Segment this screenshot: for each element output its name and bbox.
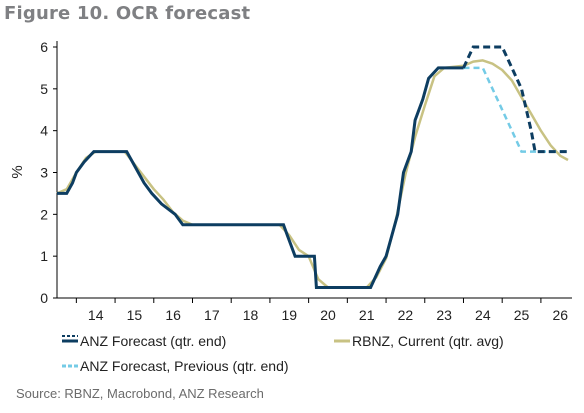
y-axis-label: %	[9, 165, 26, 178]
x-tick-label: 16	[165, 307, 181, 323]
x-tick-label: 25	[514, 307, 530, 323]
y-tick-label: 5	[40, 81, 48, 97]
series-anz-forecast-projection	[462, 45, 568, 154]
x-tick-label: 17	[204, 307, 220, 323]
legend-label-anz-forecast: ANZ Forecast (qtr. end)	[80, 333, 227, 349]
series-layer	[56, 45, 569, 289]
x-tick-label: 19	[281, 307, 297, 323]
source-note: Source: RBNZ, Macrobond, ANZ Research	[16, 386, 264, 401]
x-tick-label: 23	[436, 307, 452, 323]
y-tick-label: 3	[40, 165, 48, 181]
x-tick-label: 14	[88, 307, 104, 323]
y-tick-label: 2	[40, 206, 48, 222]
legend-label-anz-previous: ANZ Forecast, Previous (qtr. end)	[80, 358, 289, 374]
x-tick-label: 18	[243, 307, 259, 323]
legend-swatch-rbnz-current	[334, 333, 350, 349]
legend-item-rbnz-current: RBNZ, Current (qtr. avg)	[334, 333, 504, 349]
figure-title: Figure 10. OCR forecast	[4, 3, 251, 24]
legend-item-anz-forecast: ANZ Forecast (qtr. end)	[62, 333, 226, 349]
x-tick-label: 26	[552, 307, 568, 323]
x-tick-label: 20	[320, 307, 336, 323]
y-tick-label: 4	[40, 123, 48, 139]
series-anz-forecast-actual	[57, 66, 464, 289]
x-axis: 14 15 16 17 18 19 20 21 22 23 24 25 26	[57, 297, 572, 323]
y-tick-label: 6	[40, 39, 48, 55]
x-tick-label: 15	[127, 307, 143, 323]
legend-swatch-anz-forecast	[62, 333, 78, 349]
series-anz-previous	[463, 66, 568, 153]
legend-label-rbnz-current: RBNZ, Current (qtr. avg)	[352, 333, 504, 349]
x-tick-label: 22	[398, 307, 414, 323]
x-tick-label: 21	[359, 307, 375, 323]
legend-swatch-anz-previous	[62, 358, 78, 374]
legend-item-anz-previous: ANZ Forecast, Previous (qtr. end)	[62, 358, 289, 374]
y-axis: 0 1 2 3 4 5 6	[40, 39, 58, 306]
x-tick-label: 24	[475, 307, 491, 323]
series-rbnz-current	[56, 59, 569, 289]
y-tick-label: 0	[40, 290, 48, 306]
y-tick-label: 1	[40, 248, 48, 264]
